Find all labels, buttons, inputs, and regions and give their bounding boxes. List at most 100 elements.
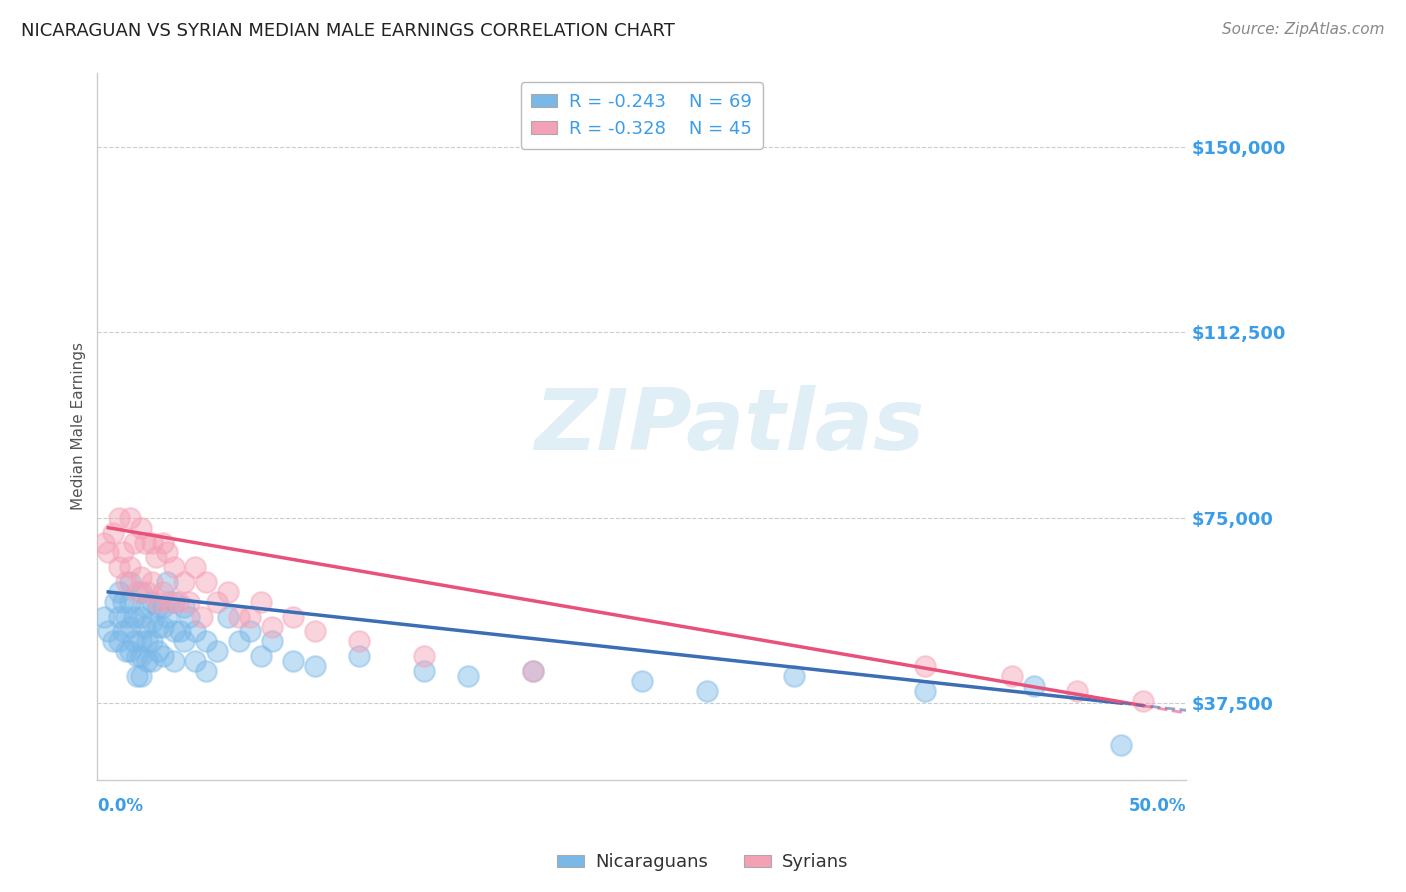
Point [184,560,207,574]
Point [1132,694,1154,708]
Point [167,595,190,609]
Point [157,595,180,609]
Point [457,669,479,683]
Point [108,510,131,524]
Point [260,619,283,633]
Point [118,619,141,633]
Point [108,585,131,599]
Point [914,659,936,673]
Point [118,560,141,574]
Point [129,521,152,535]
Point [118,510,141,524]
Point [129,570,152,584]
Point [129,609,152,624]
Point [205,595,228,609]
Text: 0.0%: 0.0% [97,797,143,815]
Point [1066,683,1088,698]
Point [156,609,179,624]
Text: Source: ZipAtlas.com: Source: ZipAtlas.com [1222,22,1385,37]
Point [145,550,167,565]
Point [148,595,170,609]
Point [124,634,146,648]
Point [173,634,195,648]
Point [413,649,436,664]
Point [184,654,207,668]
Point [205,644,228,658]
Point [148,644,170,658]
Text: NICARAGUAN VS SYRIAN MEDIAN MALE EARNINGS CORRELATION CHART: NICARAGUAN VS SYRIAN MEDIAN MALE EARNING… [21,22,675,40]
Point [125,585,148,599]
Point [114,575,136,590]
Point [522,664,544,678]
Point [148,599,170,614]
Point [141,634,163,648]
Point [283,609,305,624]
Point [1001,669,1024,683]
Point [152,599,174,614]
Text: 50.0%: 50.0% [1129,797,1187,815]
Point [177,595,200,609]
Point [347,634,370,648]
Point [101,525,124,540]
Point [630,673,652,688]
Point [114,644,136,658]
Point [136,634,159,648]
Text: ZIPatlas: ZIPatlas [534,384,924,468]
Point [101,634,124,648]
Point [104,595,127,609]
Point [93,535,115,549]
Point [114,609,136,624]
Point [108,609,131,624]
Point [97,545,120,559]
Point [118,595,141,609]
Point [217,609,239,624]
Point [283,654,305,668]
Point [136,654,159,668]
Point [152,619,174,633]
Point [195,634,218,648]
Point [177,609,200,624]
Point [108,634,131,648]
Point [129,634,152,648]
Point [239,609,262,624]
Point [162,624,184,639]
Point [195,664,218,678]
Point [141,575,163,590]
Point [239,624,262,639]
Point [134,619,156,633]
Point [783,669,806,683]
Point [141,654,163,668]
Point [696,683,718,698]
Point [173,599,195,614]
Point [169,624,191,639]
Point [304,624,326,639]
Point [148,619,170,633]
Point [162,595,184,609]
Point [108,560,131,574]
Point [125,649,148,664]
Point [191,609,214,624]
Point [184,624,207,639]
Point [112,545,135,559]
Point [1109,738,1132,752]
Point [162,560,184,574]
Point [1022,679,1045,693]
Point [118,575,141,590]
Point [162,654,184,668]
Point [260,634,283,648]
Point [124,535,146,549]
Point [124,609,146,624]
Point [129,585,152,599]
Point [129,649,152,664]
Point [118,644,141,658]
Point [141,595,163,609]
Point [413,664,436,678]
Point [136,585,159,599]
Point [156,575,179,590]
Point [304,659,326,673]
Legend: Nicaraguans, Syrians: Nicaraguans, Syrians [550,847,856,879]
Point [347,649,370,664]
Y-axis label: Median Male Earnings: Median Male Earnings [72,343,86,510]
Legend: R = -0.243    N = 69, R = -0.328    N = 45: R = -0.243 N = 69, R = -0.328 N = 45 [520,82,763,149]
Point [152,585,174,599]
